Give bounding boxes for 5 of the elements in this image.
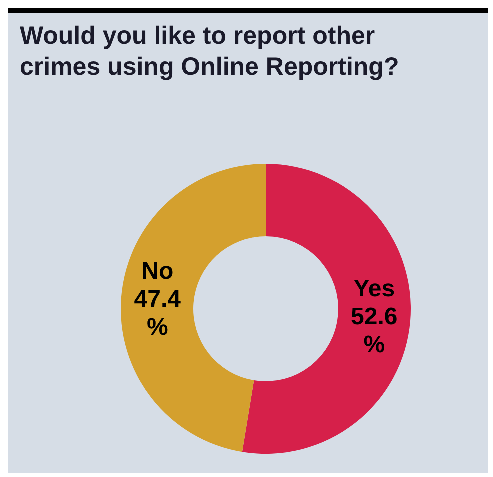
slice-label: Yes (354, 276, 396, 302)
chart-title: Would you like to report other crimes using Online Reporting? (19, 21, 400, 83)
data-label: 47.4 % (134, 286, 182, 341)
slice-label: No (142, 258, 174, 285)
data-label: 52.6 % (351, 304, 398, 358)
